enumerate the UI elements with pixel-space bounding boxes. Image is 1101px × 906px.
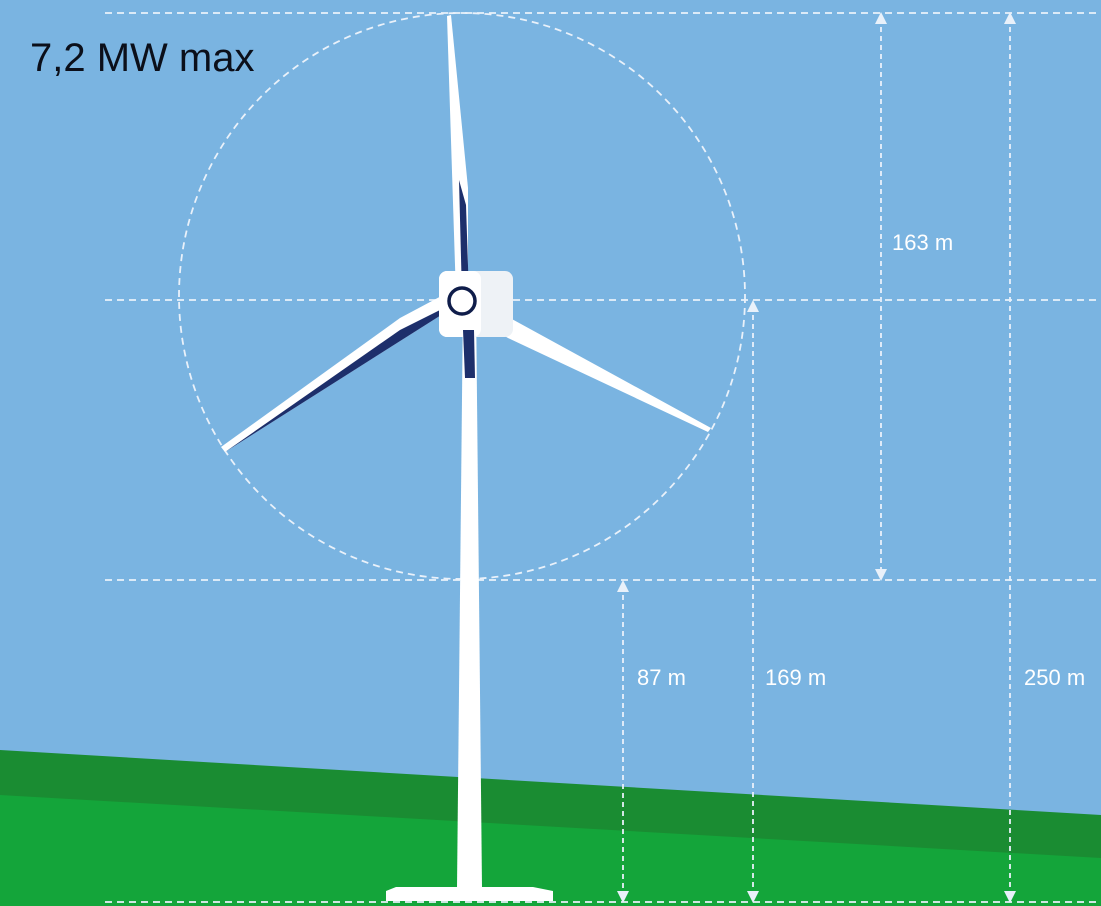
hub-height-label: 169 m: [765, 665, 826, 690]
blade-clearance-label: 87 m: [637, 665, 686, 690]
blade-right: [468, 298, 711, 432]
ground-near: [0, 795, 1101, 906]
blade-top-shadow: [459, 180, 469, 296]
tower-shadow: [463, 330, 475, 378]
total-height-label: 250 m: [1024, 665, 1085, 690]
turbine-foundation: [386, 887, 553, 901]
turbine-rotor: [221, 15, 711, 452]
hub-icon: [447, 286, 477, 316]
rotor-diameter-label: 163 m: [892, 230, 953, 255]
blade-left-shadow: [225, 304, 452, 452]
diagram-title: 7,2 MW max: [30, 36, 254, 80]
turbine-tower: [457, 300, 482, 888]
